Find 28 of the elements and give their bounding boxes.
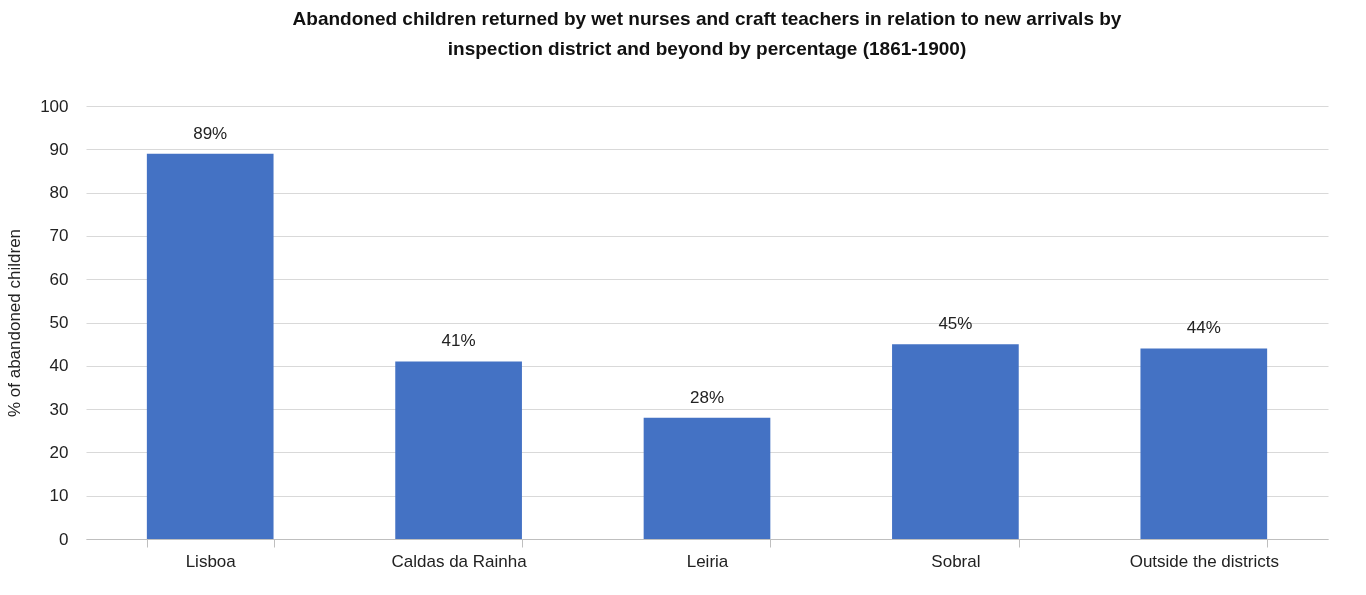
data-label: 41% bbox=[441, 331, 476, 351]
bar bbox=[1140, 348, 1268, 539]
x-tick-label: Outside the districts bbox=[1129, 551, 1279, 571]
y-tick-label: 50 bbox=[49, 313, 69, 332]
y-tick-label: 100 bbox=[40, 96, 69, 116]
y-tick-label: 20 bbox=[49, 442, 69, 462]
x-tick-label: Caldas da Rainha bbox=[391, 551, 528, 571]
bar bbox=[643, 417, 771, 539]
y-tick-label: 60 bbox=[49, 269, 69, 289]
bar bbox=[892, 344, 1019, 539]
y-tick-label: 10 bbox=[49, 486, 69, 506]
y-tick-label: 0 bbox=[59, 529, 69, 549]
y-tick-label: 30 bbox=[49, 399, 69, 419]
y-axis-title: % of abandoned children bbox=[5, 228, 25, 418]
x-tick-label: Lisboa bbox=[185, 551, 237, 571]
data-label: 28% bbox=[689, 387, 725, 407]
y-tick-label: 40 bbox=[49, 356, 69, 376]
chart-title: Abandoned children returned by wet nurses and craft teachers in relation to new arrivals by inspection district and beyond by percentage (1861-1900) bbox=[292, 8, 1122, 59]
y-tick-label: 70 bbox=[49, 226, 69, 246]
bar bbox=[146, 153, 274, 539]
x-tick-label: Sobral bbox=[931, 551, 981, 571]
y-tick-label: 90 bbox=[49, 139, 69, 159]
x-tick-label: Leiria bbox=[686, 551, 729, 571]
data-label: 89% bbox=[193, 123, 228, 143]
data-label: 44% bbox=[1186, 318, 1221, 338]
bar bbox=[395, 361, 522, 539]
y-tick-label: 80 bbox=[49, 183, 69, 203]
data-label: 45% bbox=[938, 314, 973, 334]
